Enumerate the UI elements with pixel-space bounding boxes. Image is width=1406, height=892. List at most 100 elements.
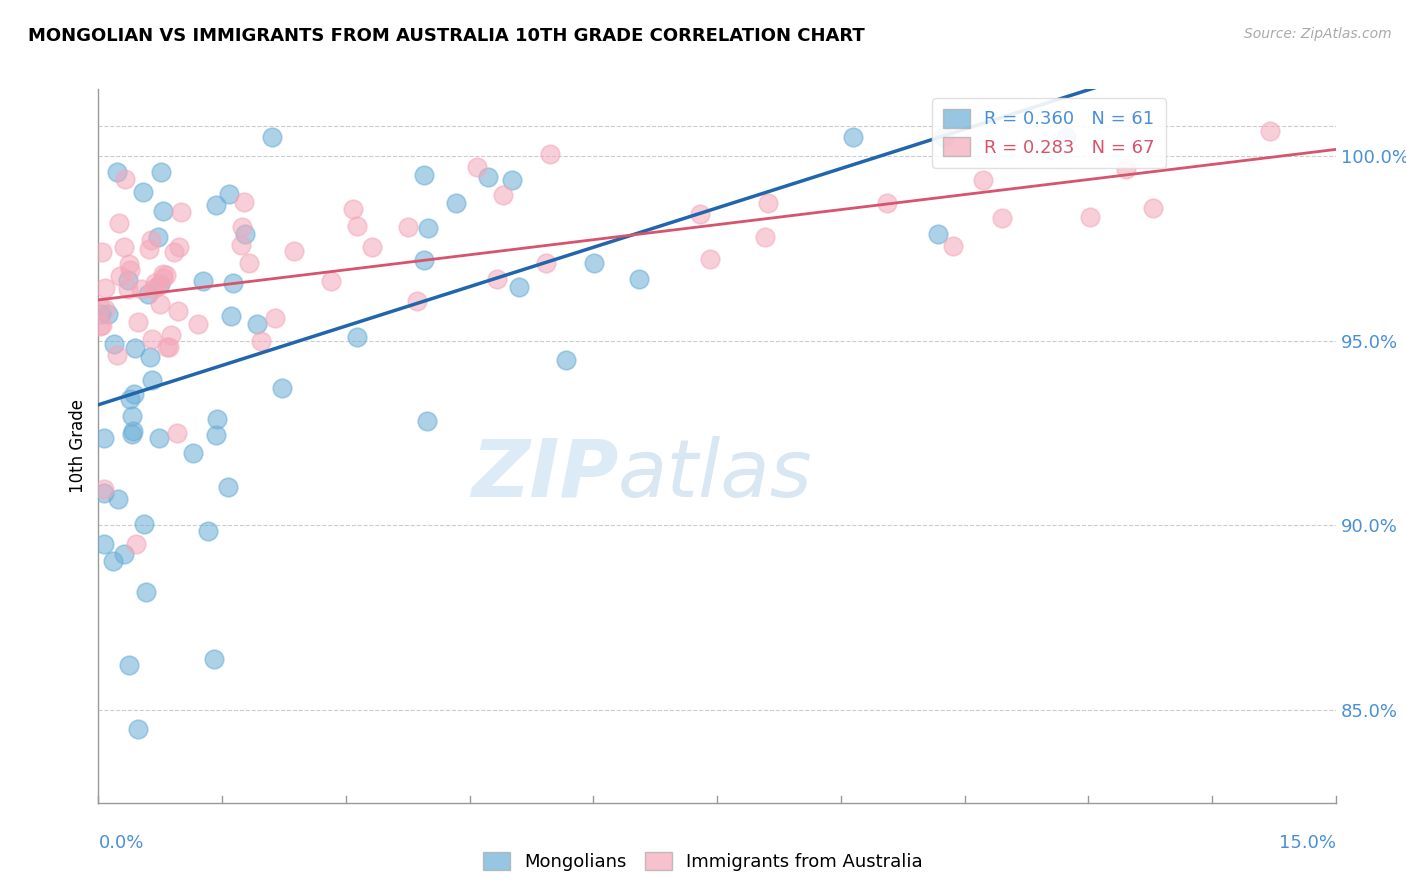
- Point: [127, 315, 149, 329]
- Point: [166, 425, 188, 440]
- Point: [101, 554, 124, 568]
- Point: [412, 168, 434, 182]
- Point: [934, 130, 956, 145]
- Point: [271, 381, 294, 395]
- Point: [148, 431, 170, 445]
- Point: [972, 173, 994, 187]
- Text: ZIP: ZIP: [471, 435, 619, 514]
- Point: [319, 274, 342, 288]
- Point: [361, 240, 384, 254]
- Point: [125, 537, 148, 551]
- Point: [148, 279, 170, 293]
- Point: [689, 207, 711, 221]
- Point: [114, 172, 136, 186]
- Point: [927, 227, 949, 242]
- Point: [1080, 210, 1102, 224]
- Point: [157, 340, 180, 354]
- Point: [263, 310, 285, 325]
- Point: [406, 293, 429, 308]
- Point: [93, 302, 115, 317]
- Point: [122, 424, 145, 438]
- Point: [143, 276, 166, 290]
- Point: [485, 272, 508, 286]
- Point: [150, 165, 173, 179]
- Point: [842, 130, 865, 145]
- Point: [416, 220, 439, 235]
- Text: MONGOLIAN VS IMMIGRANTS FROM AUSTRALIA 10TH GRADE CORRELATION CHART: MONGOLIAN VS IMMIGRANTS FROM AUSTRALIA 1…: [28, 27, 865, 45]
- Point: [97, 307, 120, 321]
- Point: [167, 303, 190, 318]
- Point: [138, 242, 160, 256]
- Point: [250, 334, 273, 349]
- Point: [139, 350, 162, 364]
- Point: [152, 267, 174, 281]
- Point: [492, 188, 515, 202]
- Point: [112, 547, 135, 561]
- Point: [233, 227, 256, 241]
- Point: [129, 282, 152, 296]
- Point: [534, 256, 557, 270]
- Point: [132, 186, 155, 200]
- Point: [105, 348, 128, 362]
- Point: [141, 373, 163, 387]
- Text: atlas: atlas: [619, 435, 813, 514]
- Point: [1142, 201, 1164, 215]
- Point: [501, 173, 523, 187]
- Point: [238, 256, 260, 270]
- Point: [149, 277, 172, 291]
- Point: [477, 169, 499, 184]
- Point: [103, 337, 125, 351]
- Point: [91, 318, 114, 332]
- Point: [197, 524, 219, 539]
- Point: [94, 281, 117, 295]
- Point: [112, 240, 135, 254]
- Point: [942, 239, 965, 253]
- Point: [555, 352, 578, 367]
- Point: [155, 268, 177, 283]
- Text: 0.0%: 0.0%: [98, 834, 143, 852]
- Point: [107, 492, 129, 507]
- Point: [1054, 130, 1077, 145]
- Legend: Mongolians, Immigrants from Australia: Mongolians, Immigrants from Australia: [475, 845, 931, 879]
- Point: [699, 252, 721, 266]
- Point: [346, 219, 368, 233]
- Point: [627, 271, 650, 285]
- Point: [221, 310, 243, 324]
- Point: [202, 652, 225, 666]
- Point: [218, 187, 240, 202]
- Point: [141, 331, 163, 345]
- Legend: R = 0.360   N = 61, R = 0.283   N = 67: R = 0.360 N = 61, R = 0.283 N = 67: [932, 98, 1166, 168]
- Point: [1115, 161, 1137, 176]
- Point: [756, 195, 779, 210]
- Point: [205, 412, 228, 426]
- Point: [118, 657, 141, 672]
- Point: [152, 271, 174, 285]
- Point: [89, 300, 111, 314]
- Point: [93, 536, 115, 550]
- Point: [283, 244, 305, 258]
- Point: [538, 147, 561, 161]
- Point: [222, 276, 245, 290]
- Point: [1258, 124, 1281, 138]
- Point: [205, 428, 228, 442]
- Point: [118, 392, 141, 406]
- Point: [231, 238, 253, 252]
- Point: [181, 446, 204, 460]
- Point: [89, 318, 111, 333]
- Point: [121, 409, 143, 423]
- Point: [342, 202, 364, 216]
- Point: [191, 274, 214, 288]
- Point: [159, 328, 181, 343]
- Point: [117, 273, 139, 287]
- Point: [93, 485, 115, 500]
- Point: [135, 585, 157, 599]
- Point: [754, 230, 776, 244]
- Point: [127, 722, 149, 736]
- Text: Source: ZipAtlas.com: Source: ZipAtlas.com: [1244, 27, 1392, 41]
- Point: [124, 387, 146, 401]
- Point: [583, 256, 606, 270]
- Point: [465, 161, 488, 175]
- Point: [163, 245, 186, 260]
- Point: [90, 307, 112, 321]
- Point: [155, 341, 177, 355]
